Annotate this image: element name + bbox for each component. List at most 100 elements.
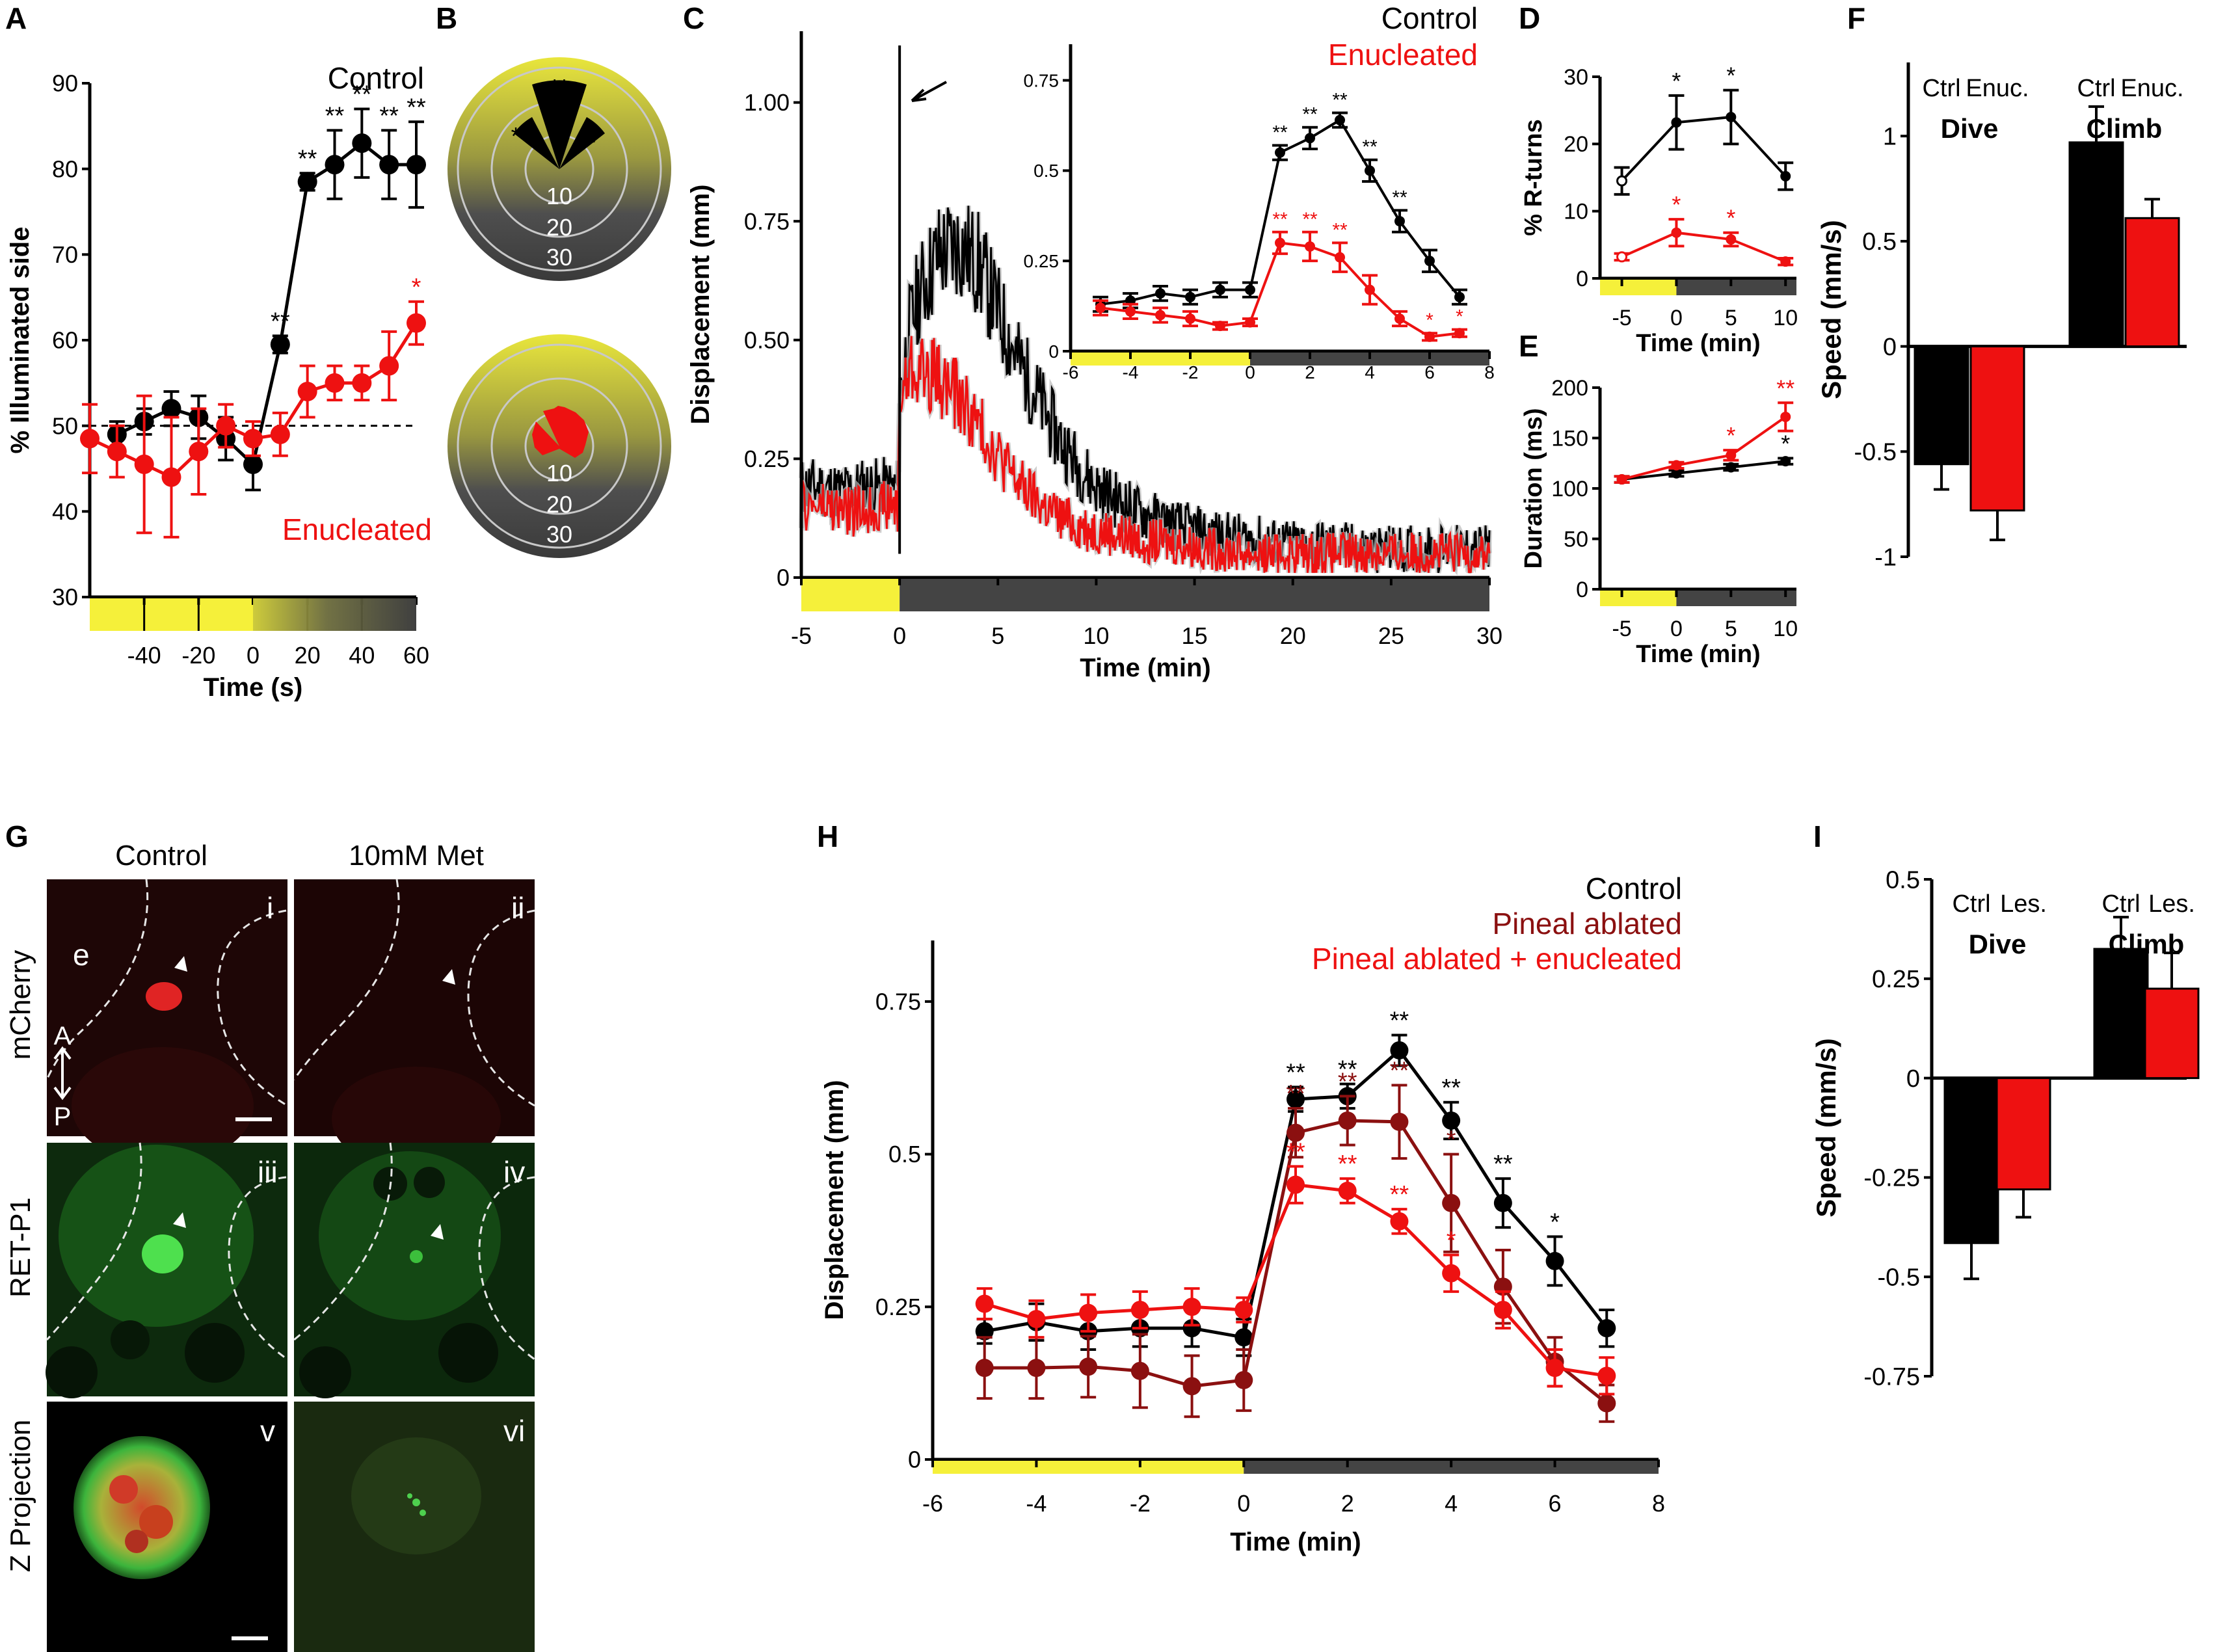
data-point bbox=[1155, 310, 1166, 321]
y-axis-label: Duration (ms) bbox=[1520, 408, 1547, 569]
data-point bbox=[161, 467, 181, 487]
data-point bbox=[189, 442, 209, 462]
y-tick-label: 0 bbox=[908, 1446, 921, 1473]
significance-mark: ** bbox=[1390, 1181, 1409, 1208]
light-period-bar bbox=[1600, 280, 1677, 295]
panel-g-micrographs: Control 10mM Met mCherry RET-P1 Z Projec… bbox=[5, 840, 535, 1652]
significance-mark: ** bbox=[1332, 219, 1348, 241]
category-label: Ctrl bbox=[1952, 890, 1990, 918]
data-point bbox=[407, 313, 426, 333]
data-point bbox=[1185, 291, 1195, 302]
x-tick-label: 6 bbox=[1424, 362, 1435, 382]
row-label-zproj: Z Projection bbox=[5, 1420, 36, 1573]
arrowhead-iii bbox=[173, 1212, 186, 1228]
data-point bbox=[352, 133, 372, 153]
x-tick-label: -4 bbox=[1123, 362, 1139, 382]
x-axis-label: Time (min) bbox=[1230, 1528, 1361, 1556]
panel-b-polar: ** * * 10 20 30 10 20 30 bbox=[447, 57, 671, 558]
series-line-0 bbox=[116, 140, 416, 468]
category-label: Les. bbox=[2148, 890, 2195, 918]
bar bbox=[1969, 345, 2025, 512]
y-tick-label: 0.25 bbox=[1024, 251, 1060, 271]
data-point bbox=[1275, 237, 1285, 248]
sublabel-iii: iii bbox=[258, 1155, 278, 1189]
data-point bbox=[1394, 313, 1405, 325]
y-tick-label: 1 bbox=[1883, 123, 1897, 150]
panel-letter-H: H bbox=[817, 819, 838, 853]
data-point bbox=[1215, 321, 1225, 332]
y-tick-label: 0.25 bbox=[1872, 966, 1920, 993]
significance-mark: * bbox=[1447, 1126, 1456, 1154]
group-label: Dive bbox=[1941, 113, 1999, 144]
data-point bbox=[1338, 1111, 1357, 1130]
significance-mark: ** bbox=[353, 81, 372, 109]
y-tick-label: 20 bbox=[1564, 132, 1588, 157]
data-point bbox=[325, 373, 345, 393]
arrowhead-i bbox=[174, 956, 187, 972]
data-point bbox=[1671, 468, 1682, 479]
data-point bbox=[1424, 331, 1435, 342]
y-tick-label: 50 bbox=[52, 412, 78, 439]
data-point bbox=[1780, 411, 1791, 422]
y-tick-label: -0.25 bbox=[1863, 1165, 1920, 1192]
y-axis-label: % Illuminated side bbox=[6, 227, 34, 454]
data-point bbox=[1130, 1361, 1149, 1380]
significance-mark: * bbox=[1781, 431, 1790, 457]
data-point bbox=[1275, 147, 1285, 158]
row-label-mcherry: mCherry bbox=[5, 950, 36, 1060]
data-point bbox=[975, 1294, 994, 1313]
y-tick-label: 0.25 bbox=[744, 446, 790, 472]
data-point bbox=[1726, 449, 1737, 460]
data-point bbox=[1305, 133, 1315, 144]
data-point bbox=[1616, 474, 1627, 485]
polar-wedge-right bbox=[559, 117, 605, 169]
polar-mark-top: ** bbox=[550, 75, 569, 102]
panel-letter-C: C bbox=[683, 1, 704, 35]
significance-mark: ** bbox=[1390, 1058, 1409, 1085]
axis-A: A bbox=[54, 1022, 72, 1050]
significance-mark: * bbox=[1726, 422, 1735, 449]
y-tick-label: 0.75 bbox=[1024, 70, 1060, 90]
y-tick-label: 0.75 bbox=[875, 988, 921, 1015]
y-tick-label: 0 bbox=[777, 565, 790, 591]
significance-mark: ** bbox=[407, 94, 426, 121]
significance-mark: ** bbox=[1392, 187, 1407, 208]
polar-wedge-left bbox=[514, 117, 559, 169]
y-tick-label: -0.75 bbox=[1863, 1363, 1920, 1391]
y-tick-label: 40 bbox=[52, 498, 78, 525]
category-label: Les. bbox=[2000, 890, 2047, 918]
data-point bbox=[243, 454, 263, 474]
series-line-1 bbox=[1621, 416, 1787, 481]
x-tick-label: 6 bbox=[1549, 1490, 1562, 1517]
x-tick-label: 2 bbox=[1305, 362, 1315, 382]
category-label: Enuc. bbox=[1966, 75, 2029, 102]
data-point bbox=[1442, 1111, 1461, 1130]
data-point bbox=[1185, 313, 1195, 325]
y-tick-label: 200 bbox=[1551, 376, 1588, 401]
series-line-0 bbox=[1621, 115, 1787, 182]
x-tick-label: 0 bbox=[1245, 362, 1255, 382]
category-label: Enuc. bbox=[2120, 75, 2183, 102]
data-point bbox=[1365, 284, 1375, 295]
data-point bbox=[1215, 284, 1225, 295]
y-tick-label: 0.5 bbox=[1862, 228, 1897, 256]
data-point bbox=[161, 399, 181, 419]
significance-mark: * bbox=[1447, 1227, 1456, 1254]
y-tick-label: 0 bbox=[1576, 578, 1588, 602]
data-point bbox=[216, 416, 236, 436]
data-point bbox=[297, 172, 317, 192]
data-point bbox=[1424, 256, 1435, 267]
arrowhead-ii bbox=[442, 969, 455, 985]
sublabel-ii: ii bbox=[511, 891, 524, 925]
pineal-cell-retp1 bbox=[142, 1234, 183, 1273]
data-point bbox=[1305, 241, 1315, 252]
significance-mark: ** bbox=[1272, 122, 1288, 143]
data-point bbox=[1182, 1298, 1201, 1316]
significance-mark: * bbox=[1456, 306, 1463, 328]
data-point bbox=[1079, 1303, 1098, 1322]
data-point bbox=[1234, 1370, 1253, 1389]
legend-pineal-ablated: Pineal ablated bbox=[1492, 907, 1682, 940]
significance-mark: ** bbox=[1362, 137, 1378, 158]
y-tick-label: 1.00 bbox=[744, 89, 790, 116]
ring-label-30-b: 30 bbox=[546, 521, 572, 548]
